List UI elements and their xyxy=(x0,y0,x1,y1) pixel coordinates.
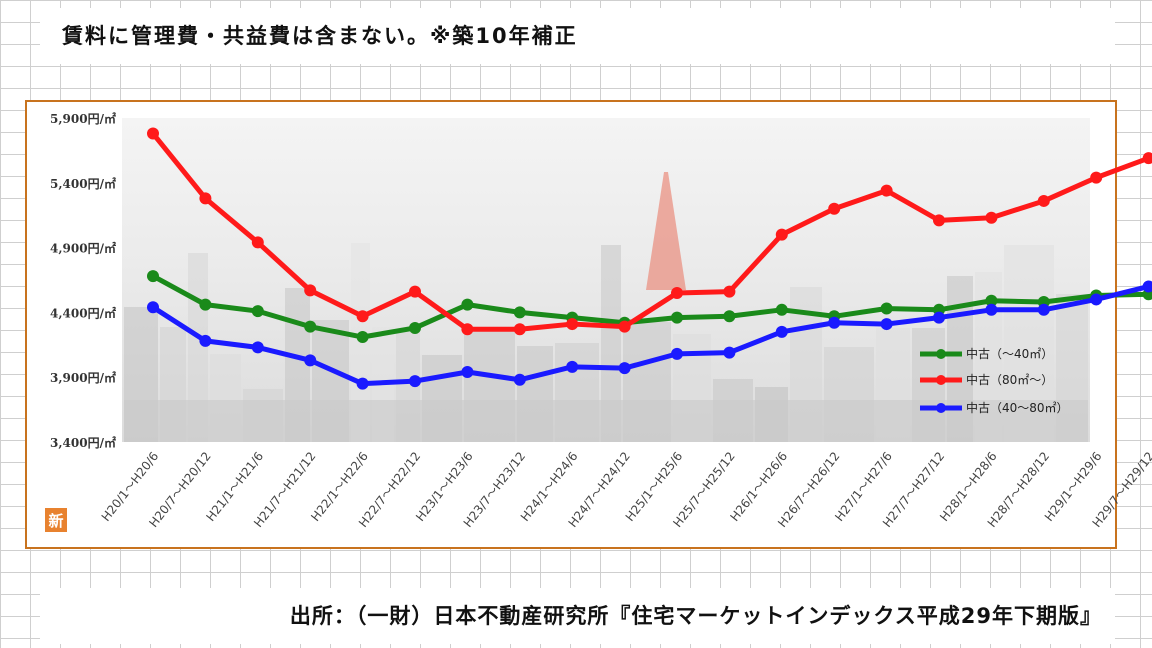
data-point xyxy=(828,202,841,215)
legend-marker xyxy=(936,375,946,385)
data-point xyxy=(409,375,421,388)
data-point xyxy=(985,303,998,316)
data-point xyxy=(461,298,474,311)
data-point xyxy=(933,214,945,227)
y-tick-label: 3,900円/㎡ xyxy=(50,370,116,385)
data-point xyxy=(566,318,579,331)
data-point xyxy=(199,298,212,311)
data-point xyxy=(618,362,631,375)
data-point xyxy=(880,302,893,315)
building xyxy=(601,245,621,442)
y-tick-label: 4,400円/㎡ xyxy=(50,305,116,320)
data-point xyxy=(828,316,841,329)
data-point xyxy=(147,301,159,314)
legend: 中古（～40㎡） 中古（80㎡～） 中古（40～80㎡） xyxy=(920,346,1069,415)
data-point xyxy=(775,303,788,316)
data-point xyxy=(513,323,526,336)
data-point xyxy=(1037,194,1050,207)
data-point xyxy=(251,305,264,318)
data-point xyxy=(775,228,788,241)
data-point xyxy=(1142,280,1152,293)
rent-chart: 5,900円/㎡ 5,400円/㎡ 4,900円/㎡ 4,400円/㎡ 3,900円/㎡… xyxy=(50,111,1152,530)
x-axis: H20/1～H20/6H20/7～H20/12H21/1～H21/6H21/7～… xyxy=(99,449,1152,530)
y-tick-label: 4,900円/㎡ xyxy=(50,241,116,256)
data-point xyxy=(1090,293,1103,306)
legend-marker xyxy=(936,349,946,359)
data-point xyxy=(251,341,264,354)
data-point xyxy=(618,320,631,333)
data-point xyxy=(723,346,736,359)
series-line xyxy=(151,131,1150,332)
data-point xyxy=(409,285,421,298)
data-point xyxy=(723,310,736,323)
series-lines xyxy=(147,127,1152,390)
data-point xyxy=(985,294,998,307)
legend-label: 中古（40～80㎡） xyxy=(966,400,1069,415)
data-point xyxy=(671,311,683,324)
data-point xyxy=(409,321,421,334)
source-band xyxy=(40,588,1115,644)
data-point xyxy=(671,286,683,299)
note-band xyxy=(40,8,1115,64)
legend-label: 中古（～40㎡） xyxy=(966,346,1053,361)
data-point xyxy=(356,377,369,390)
data-point xyxy=(985,211,998,224)
series-line xyxy=(151,273,1149,340)
data-point xyxy=(513,306,526,319)
data-point xyxy=(304,354,317,367)
data-point xyxy=(199,334,212,347)
data-point xyxy=(251,236,264,249)
chart-note: 賃料に管理費・共益費は含まない。※築10年補正 xyxy=(62,24,578,48)
data-point xyxy=(461,323,474,336)
tower xyxy=(646,172,686,290)
new-badge: 新 xyxy=(45,508,67,532)
series-line xyxy=(151,284,1150,387)
data-point xyxy=(1090,171,1103,184)
data-point xyxy=(880,184,893,197)
data-point xyxy=(304,284,317,297)
data-point xyxy=(566,360,579,373)
source-text: 出所：（一財）日本不動産研究所『住宅マーケットインデックス平成29年下期版』 xyxy=(289,604,1102,628)
y-tick-label: 5,900円/㎡ xyxy=(50,111,116,126)
data-point xyxy=(356,331,369,344)
data-point xyxy=(147,127,159,140)
data-point xyxy=(304,320,317,333)
y-axis: 5,900円/㎡ 5,400円/㎡ 4,900円/㎡ 4,400円/㎡ 3,900円/㎡… xyxy=(50,111,116,450)
legend-label: 中古（80㎡～） xyxy=(966,372,1053,387)
data-point xyxy=(356,310,369,323)
data-point xyxy=(880,318,893,331)
data-point xyxy=(513,373,526,386)
data-point xyxy=(147,270,159,283)
data-point xyxy=(775,325,788,338)
data-point xyxy=(199,192,212,205)
data-point xyxy=(933,311,945,324)
data-point xyxy=(1142,152,1152,165)
y-tick-label: 3,400円/㎡ xyxy=(50,435,116,450)
legend-marker xyxy=(936,403,946,413)
data-point xyxy=(723,285,736,298)
y-tick-label: 5,400円/㎡ xyxy=(50,176,116,191)
data-point xyxy=(1037,303,1050,316)
data-point xyxy=(671,347,683,360)
data-point xyxy=(461,366,474,379)
